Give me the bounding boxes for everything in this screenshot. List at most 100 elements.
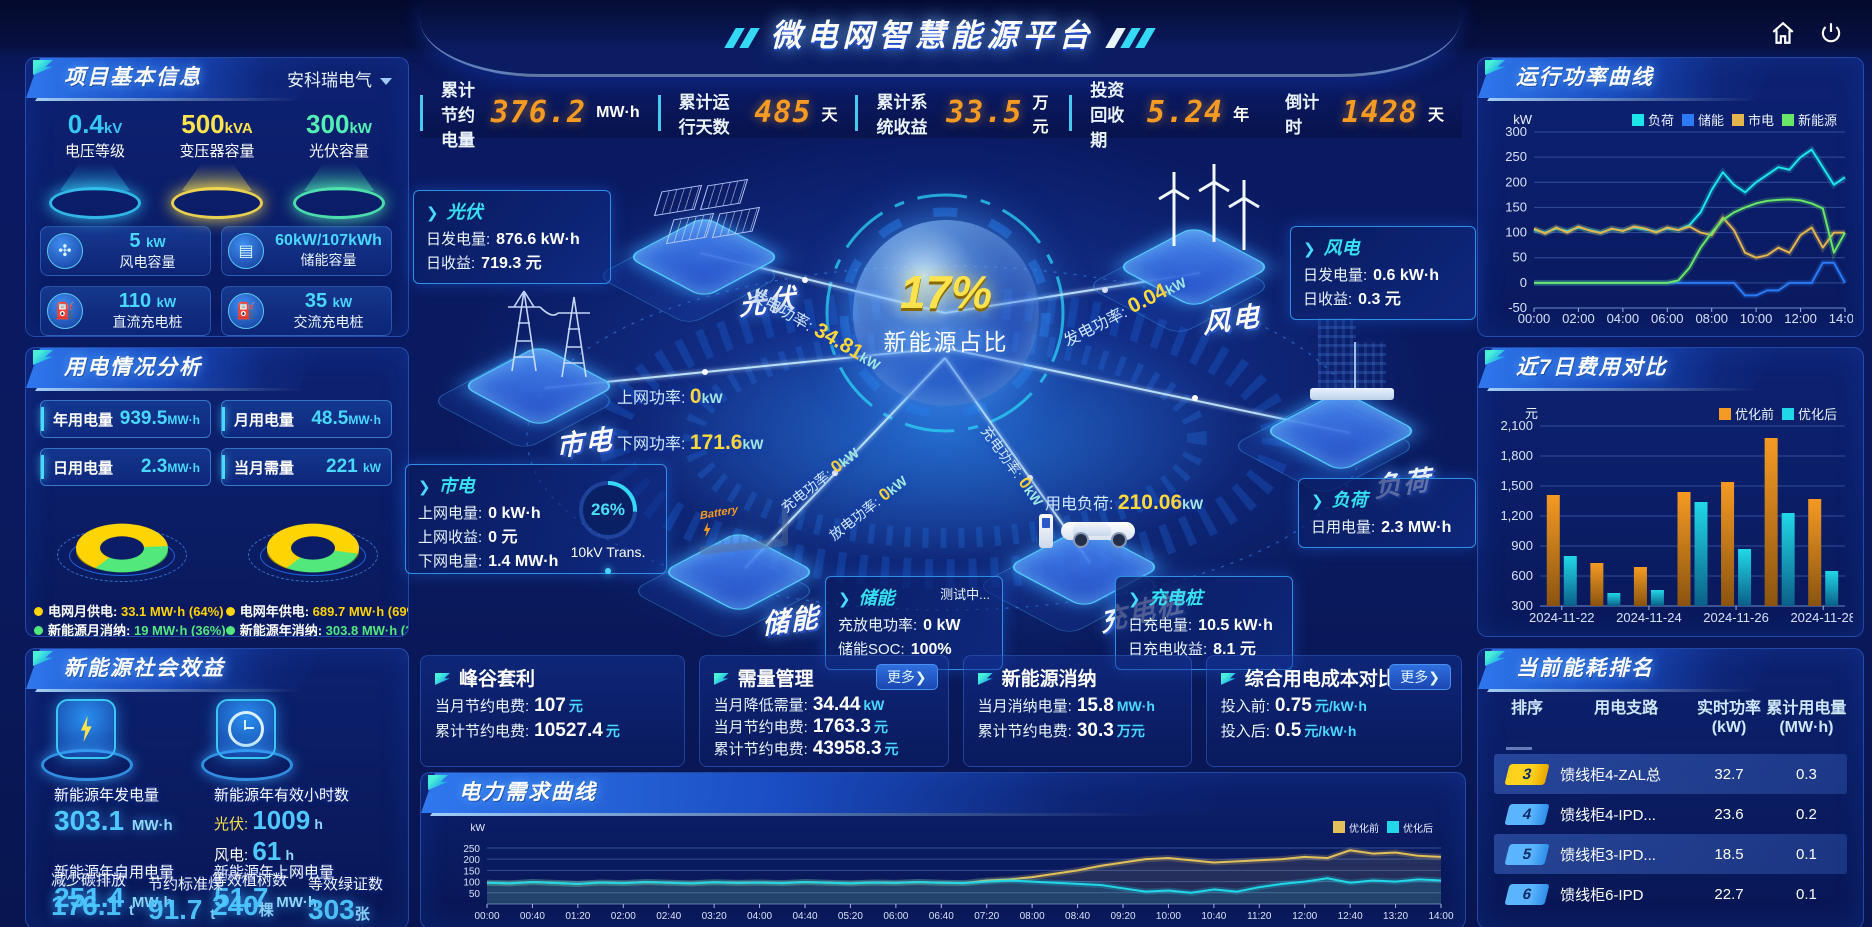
card-wind-capacity: ✣ 5 kW 风电容量 (40, 226, 211, 276)
generator-icon (56, 699, 116, 759)
svg-text:12:00: 12:00 (1292, 911, 1317, 922)
stat-co2-reduction: 减少碳排放 176.1 t (51, 872, 134, 921)
more-button[interactable]: 更多❯ (1389, 664, 1451, 690)
chevrons-icon: ❯ (1128, 591, 1141, 608)
table-row[interactable]: 6 馈线柜6-IPD 22.7 0.1 (1494, 874, 1847, 914)
svg-text:05:20: 05:20 (838, 911, 863, 922)
svg-text:14:00: 14:00 (1428, 911, 1453, 922)
dc-charger-icon: ⛽ (47, 293, 83, 329)
svg-text:12:40: 12:40 (1338, 911, 1363, 922)
node-label-grid: 市电 (555, 423, 615, 463)
svg-text:新能源: 新能源 (1798, 113, 1837, 128)
svg-text:300: 300 (1505, 124, 1527, 139)
svg-text:900: 900 (1511, 538, 1533, 553)
svg-text:优化前: 优化前 (1349, 822, 1379, 835)
panel-header: 项目基本信息 安科瑞电气 (26, 58, 408, 101)
svg-text:12:00: 12:00 (1784, 311, 1817, 326)
svg-text:150: 150 (1505, 199, 1527, 214)
new-energy-ratio-value: 17% (899, 266, 993, 318)
panel-title: 电力需求曲线 (459, 781, 597, 804)
kpi-payback-period: 投资回收期 5.24 年 (1069, 81, 1267, 150)
node-charger: 充电桩 (975, 498, 1187, 638)
svg-text:09:20: 09:20 (1110, 911, 1135, 922)
solar-panels-icon (653, 178, 763, 252)
svg-text:50: 50 (1513, 250, 1527, 265)
donut-month-legend: 电网月供电: 33.1 MW·h (64%) 新能源月消纳: 19 MW·h (… (34, 602, 226, 636)
panel-usage-analysis: 用电情况分析 年用电量 939.5MW·h 月用电量 48.5MW·h 日用电量 2.… (25, 347, 409, 637)
new-energy-ratio-label: 新能源占比 (883, 329, 1009, 355)
svg-text:13:20: 13:20 (1383, 911, 1408, 922)
stat-month-demand: 当月需量 221 kW (221, 448, 392, 486)
stat-ny-togrid: 新能源年上网电量 51.7 MW·h (214, 864, 335, 913)
kpi-run-days: 累计运行天数 485 天 (657, 93, 856, 137)
svg-text:06:00: 06:00 (883, 911, 908, 922)
rank-badge: 5 (1504, 843, 1550, 865)
ranking-header: 排序 用电支路 实时功率 (kW) 累计用电量 (MW·h) (1511, 700, 1847, 736)
energy-flow-diagram: 17% 新能源占比 光伏 风电 (405, 58, 1477, 670)
transmission-towers-icon (508, 290, 590, 378)
svg-text:14:00: 14:00 (1829, 311, 1853, 326)
svg-text:250: 250 (1505, 149, 1527, 164)
svg-text:0: 0 (1520, 275, 1527, 290)
company-dropdown[interactable]: 安科瑞电气 (287, 66, 392, 91)
demand-curve-chart: 50 100 150 200 250 kW 优化前 优化后 00:00 00:40 01:20 02:… (431, 815, 1455, 922)
svg-text:08:40: 08:40 (1065, 911, 1090, 922)
stat-ny-generation: 新能源年发电量 303.1 MW·h (54, 787, 173, 836)
icon-ring (41, 749, 133, 781)
panel-title: 当前能耗排名 (1516, 657, 1654, 680)
stat-day-usage: 日用电量 2.3MW·h (40, 448, 211, 486)
spotlight-stats: 0.4kV 电压等级 500kVA 变压器容量 300kW 光伏容量 (26, 98, 408, 219)
panel-title: 新能源社会效益 (64, 657, 225, 680)
table-row[interactable]: 5 馈线柜3-IPD... 18.5 0.1 (1494, 834, 1847, 874)
svg-text:2,100: 2,100 (1500, 418, 1533, 433)
svg-text:负荷: 负荷 (1648, 113, 1674, 128)
corner-accent-icon (1220, 673, 1236, 685)
svg-text:50: 50 (469, 889, 481, 900)
svg-text:06:00: 06:00 (1651, 311, 1684, 326)
page-title: 微电网智慧能源平台 (420, 10, 1460, 55)
svg-text:07:20: 07:20 (974, 911, 999, 922)
table-row[interactable]: 4 馈线柜4-IPD... 23.6 0.2 (1494, 794, 1847, 834)
svg-text:1,800: 1,800 (1500, 448, 1533, 463)
more-button[interactable]: 更多❯ (875, 664, 938, 690)
ranking-table: 排序 用电支路 实时功率 (kW) 累计用电量 (MW·h) 3 馈线柜4-ZAL总… (1478, 689, 1863, 914)
power-icon[interactable] (1818, 20, 1844, 46)
building-icon (1296, 318, 1406, 428)
svg-text:08:00: 08:00 (1020, 911, 1045, 922)
panel-power-curve: 运行功率曲线 -50 0 50 100 150 200 250 300 kW 负荷 储能 市电 新能源 0… (1477, 57, 1864, 337)
panel-project-info: 项目基本信息 安科瑞电气 0.4kV 电压等级 500kVA 变压器容量 300… (25, 57, 409, 337)
chevrons-icon: ❯ (1303, 241, 1316, 258)
spot-voltage-level: 0.4kV 电压等级 (40, 110, 150, 219)
svg-text:2024-11-22: 2024-11-22 (1529, 610, 1595, 625)
svg-text:-50: -50 (1508, 300, 1527, 315)
card-peak-valley-arbitrage: 峰谷套利 当月节约电费: 107 元 累计节约电费: 10527.4 元 (420, 655, 685, 767)
battery-container-icon: Battery (694, 492, 782, 548)
svg-text:00:40: 00:40 (520, 911, 545, 922)
spot-pv-capacity: 300kW 光伏容量 (284, 110, 394, 219)
center-sphere: 17% 新能源占比 (853, 220, 1039, 406)
svg-text:02:00: 02:00 (611, 911, 636, 922)
home-icon[interactable] (1770, 20, 1796, 46)
panel-social-benefit: 新能源社会效益 新能源年发电量 303.1 MW·h 新能源年有效小时数 光伏:… (25, 648, 409, 927)
card-new-energy-consumption: 新能源消纳 当月消纳电量: 15.8 MW·h 累计节约电费: 30.3 万元 (962, 655, 1192, 767)
transformer-gauge: 26% 10kV Trans. (564, 481, 652, 574)
card-ac-charger: ⛽ 35 kW 交流充电桩 (221, 286, 392, 336)
node-label-ess: 储能 (761, 601, 821, 641)
table-row[interactable]: 3 馈线柜4-ZAL总 32.7 0.3 (1494, 754, 1847, 794)
svg-text:00:00: 00:00 (1518, 311, 1551, 326)
svg-text:2024-11-24: 2024-11-24 (1616, 610, 1682, 625)
svg-text:1,200: 1,200 (1500, 508, 1533, 523)
power-curve-chart: -50 0 50 100 150 200 250 300 kW 负荷 储能 市电 新能源 00:00 02:… (1488, 102, 1861, 330)
svg-text:600: 600 (1511, 568, 1533, 583)
kpi-countdown: 倒计时 1428 天 (1285, 93, 1444, 137)
chevrons-icon: ❯ (418, 479, 431, 496)
svg-text:市电: 市电 (1748, 113, 1774, 128)
svg-text:优化前: 优化前 (1735, 407, 1774, 422)
battery-icon: ▤ (228, 233, 264, 269)
infobox-charger: ❯ 充电桩 日充电量: 10.5 kW·h 日充电收益: 8.1 元 (1115, 576, 1293, 670)
chevrons-icon: ❯ (838, 591, 851, 608)
donut-year-chart (238, 500, 388, 596)
infobox-ess: ❯ 储能 测试中... 充放电功率: 0 kW 储能SOC: 100% (825, 576, 1003, 670)
corner-accent-icon (713, 673, 729, 685)
stat-month-usage: 月用电量 48.5MW·h (221, 400, 392, 438)
